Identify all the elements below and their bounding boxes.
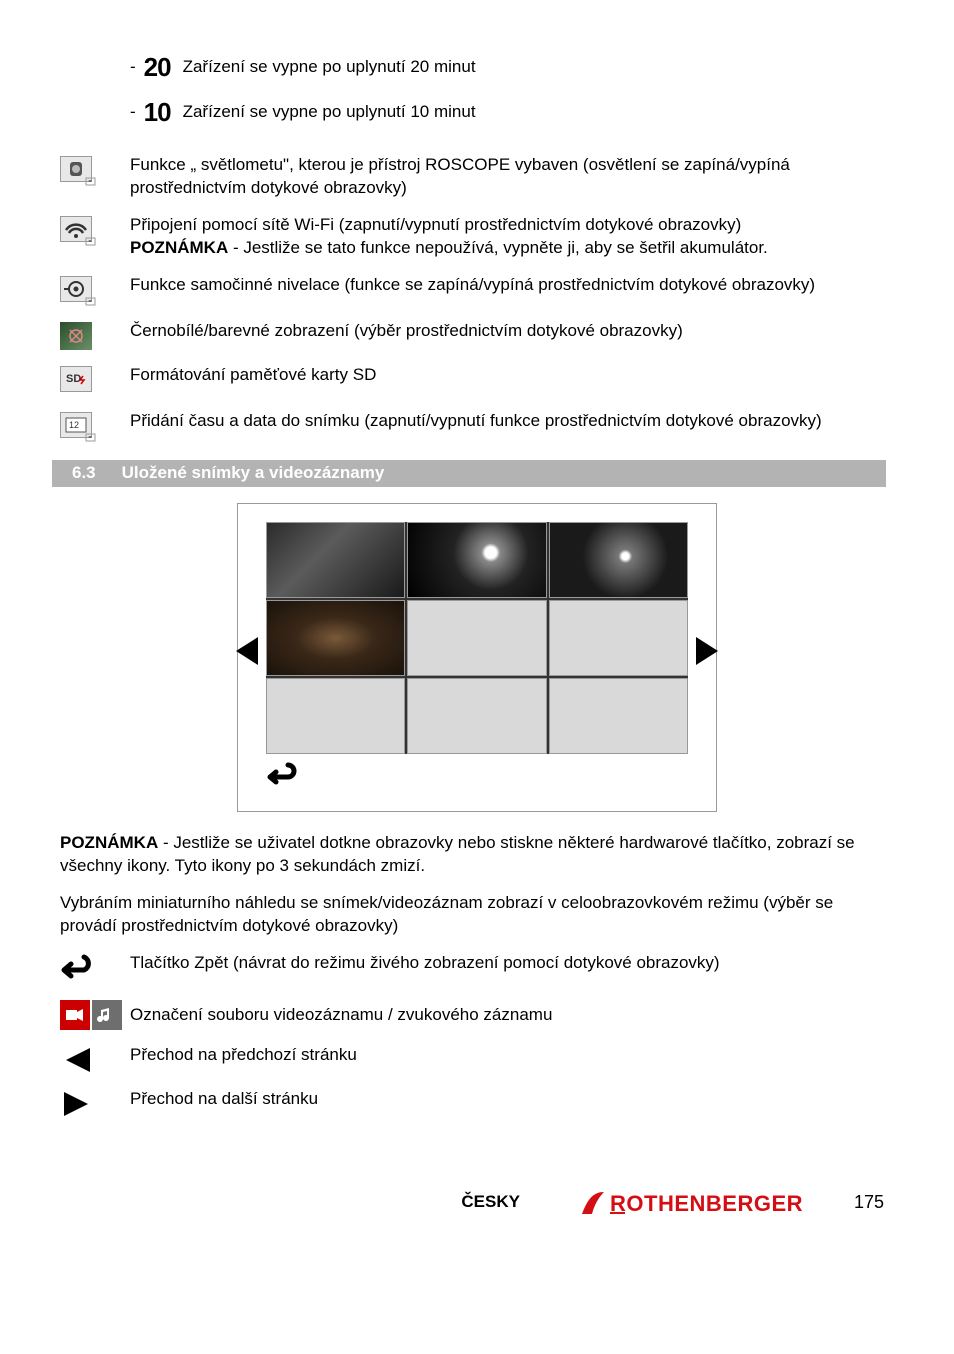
next-text: Přechod na další stránku — [130, 1088, 894, 1111]
timeout-num-10: 10 — [144, 95, 171, 130]
next-row: Přechod na další stránku — [60, 1088, 894, 1118]
video-audio-row: Označení souboru videozáznamu / zvukovéh… — [60, 998, 894, 1030]
prev-icon — [60, 1046, 94, 1074]
gallery-screenshot — [60, 503, 894, 812]
back-text: Tlačítko Zpět (návrat do režimu živého z… — [130, 952, 894, 975]
note2-label: POZNÁMKA — [60, 833, 158, 852]
level-row: Funkce samočinné nivelace (funkce se zap… — [60, 274, 894, 306]
back-row: Tlačítko Zpět (návrat do režimu živého z… — [60, 952, 894, 984]
section-title: Uložené snímky a videozáznamy — [122, 462, 385, 485]
svg-text:ROTHENBERGER: ROTHENBERGER — [610, 1191, 803, 1216]
gallery-next-arrow[interactable] — [694, 634, 722, 680]
thumb — [266, 522, 405, 598]
wifi-note-label: POZNÁMKA — [130, 238, 228, 257]
wifi-icon — [60, 216, 96, 246]
video-audio-icons — [60, 1000, 122, 1030]
wifi-note-text: - Jestliže se tato funkce nepoužívá, vyp… — [228, 238, 768, 257]
section-num: 6.3 — [72, 462, 96, 485]
timeout-20-row: - 20 Zařízení se vypne po uplynutí 20 mi… — [60, 50, 894, 140]
datetime-row: 12 Přidání času a data do snímku (zapnut… — [60, 410, 894, 442]
page-number: 175 — [854, 1190, 884, 1214]
timeout-num-20: 20 — [144, 50, 171, 85]
note-paragraph: POZNÁMKA - Jestliže se uživatel dotkne o… — [60, 832, 894, 878]
page-footer: ČESKY ROTHENBERGER 175 — [60, 1188, 894, 1238]
timeout-20: - 20 Zařízení se vypne po uplynutí 20 mi… — [130, 50, 894, 85]
thumb — [407, 522, 546, 598]
bw-icon — [60, 322, 92, 350]
thumb — [266, 600, 405, 676]
spotlight-text: Funkce „ světlometu", kterou je přístroj… — [130, 154, 894, 200]
timeout-10: - 10 Zařízení se vypne po uplynutí 10 mi… — [130, 95, 894, 130]
select-paragraph: Vybráním miniaturního náhledu se snímek/… — [60, 892, 894, 938]
note2-text: - Jestliže se uživatel dotkne obrazovky … — [60, 833, 855, 875]
sd-icon: SD — [60, 366, 96, 396]
datetime-icon: 12 — [60, 412, 96, 442]
prev-row: Přechod na předchozí stránku — [60, 1044, 894, 1074]
prev-text: Přechod na předchozí stránku — [130, 1044, 894, 1067]
level-icon — [60, 276, 96, 306]
svg-text:12: 12 — [69, 420, 79, 430]
thumb-empty — [407, 678, 546, 754]
video-audio-text: Označení souboru videozáznamu / zvukovéh… — [130, 998, 894, 1027]
level-text: Funkce samočinné nivelace (funkce se zap… — [130, 274, 894, 297]
gallery-back-arrow[interactable] — [266, 760, 688, 797]
thumb-empty — [549, 600, 688, 676]
thumb-empty — [549, 678, 688, 754]
sd-row: SD Formátování paměťové karty SD — [60, 364, 894, 396]
wifi-row: Připojení pomocí sítě Wi-Fi (zapnutí/vyp… — [60, 214, 894, 260]
timeout-20-text: Zařízení se vypne po uplynutí 20 minut — [183, 56, 476, 79]
gallery-prev-arrow[interactable] — [232, 634, 260, 680]
thumb-empty — [266, 678, 405, 754]
spotlight-icon — [60, 156, 96, 186]
sd-text: Formátování paměťové karty SD — [130, 364, 894, 387]
wifi-line1: Připojení pomocí sítě Wi-Fi (zapnutí/vyp… — [130, 215, 741, 234]
bw-row: Černobílé/barevné zobrazení (výběr prost… — [60, 320, 894, 350]
datetime-text: Přidání času a data do snímku (zapnutí/v… — [130, 410, 894, 433]
back-icon — [60, 954, 96, 984]
svg-text:SD: SD — [66, 373, 81, 385]
thumb — [549, 522, 688, 598]
brand-logo: ROTHENBERGER — [580, 1188, 840, 1218]
footer-lang: ČESKY — [60, 1191, 580, 1214]
next-icon — [60, 1090, 94, 1118]
spotlight-row: Funkce „ světlometu", kterou je přístroj… — [60, 154, 894, 200]
section-header: 6.3 Uložené snímky a videozáznamy — [52, 460, 886, 487]
timeout-10-text: Zařízení se vypne po uplynutí 10 minut — [183, 101, 476, 124]
thumb-empty — [407, 600, 546, 676]
bw-text: Černobílé/barevné zobrazení (výběr prost… — [130, 320, 894, 343]
